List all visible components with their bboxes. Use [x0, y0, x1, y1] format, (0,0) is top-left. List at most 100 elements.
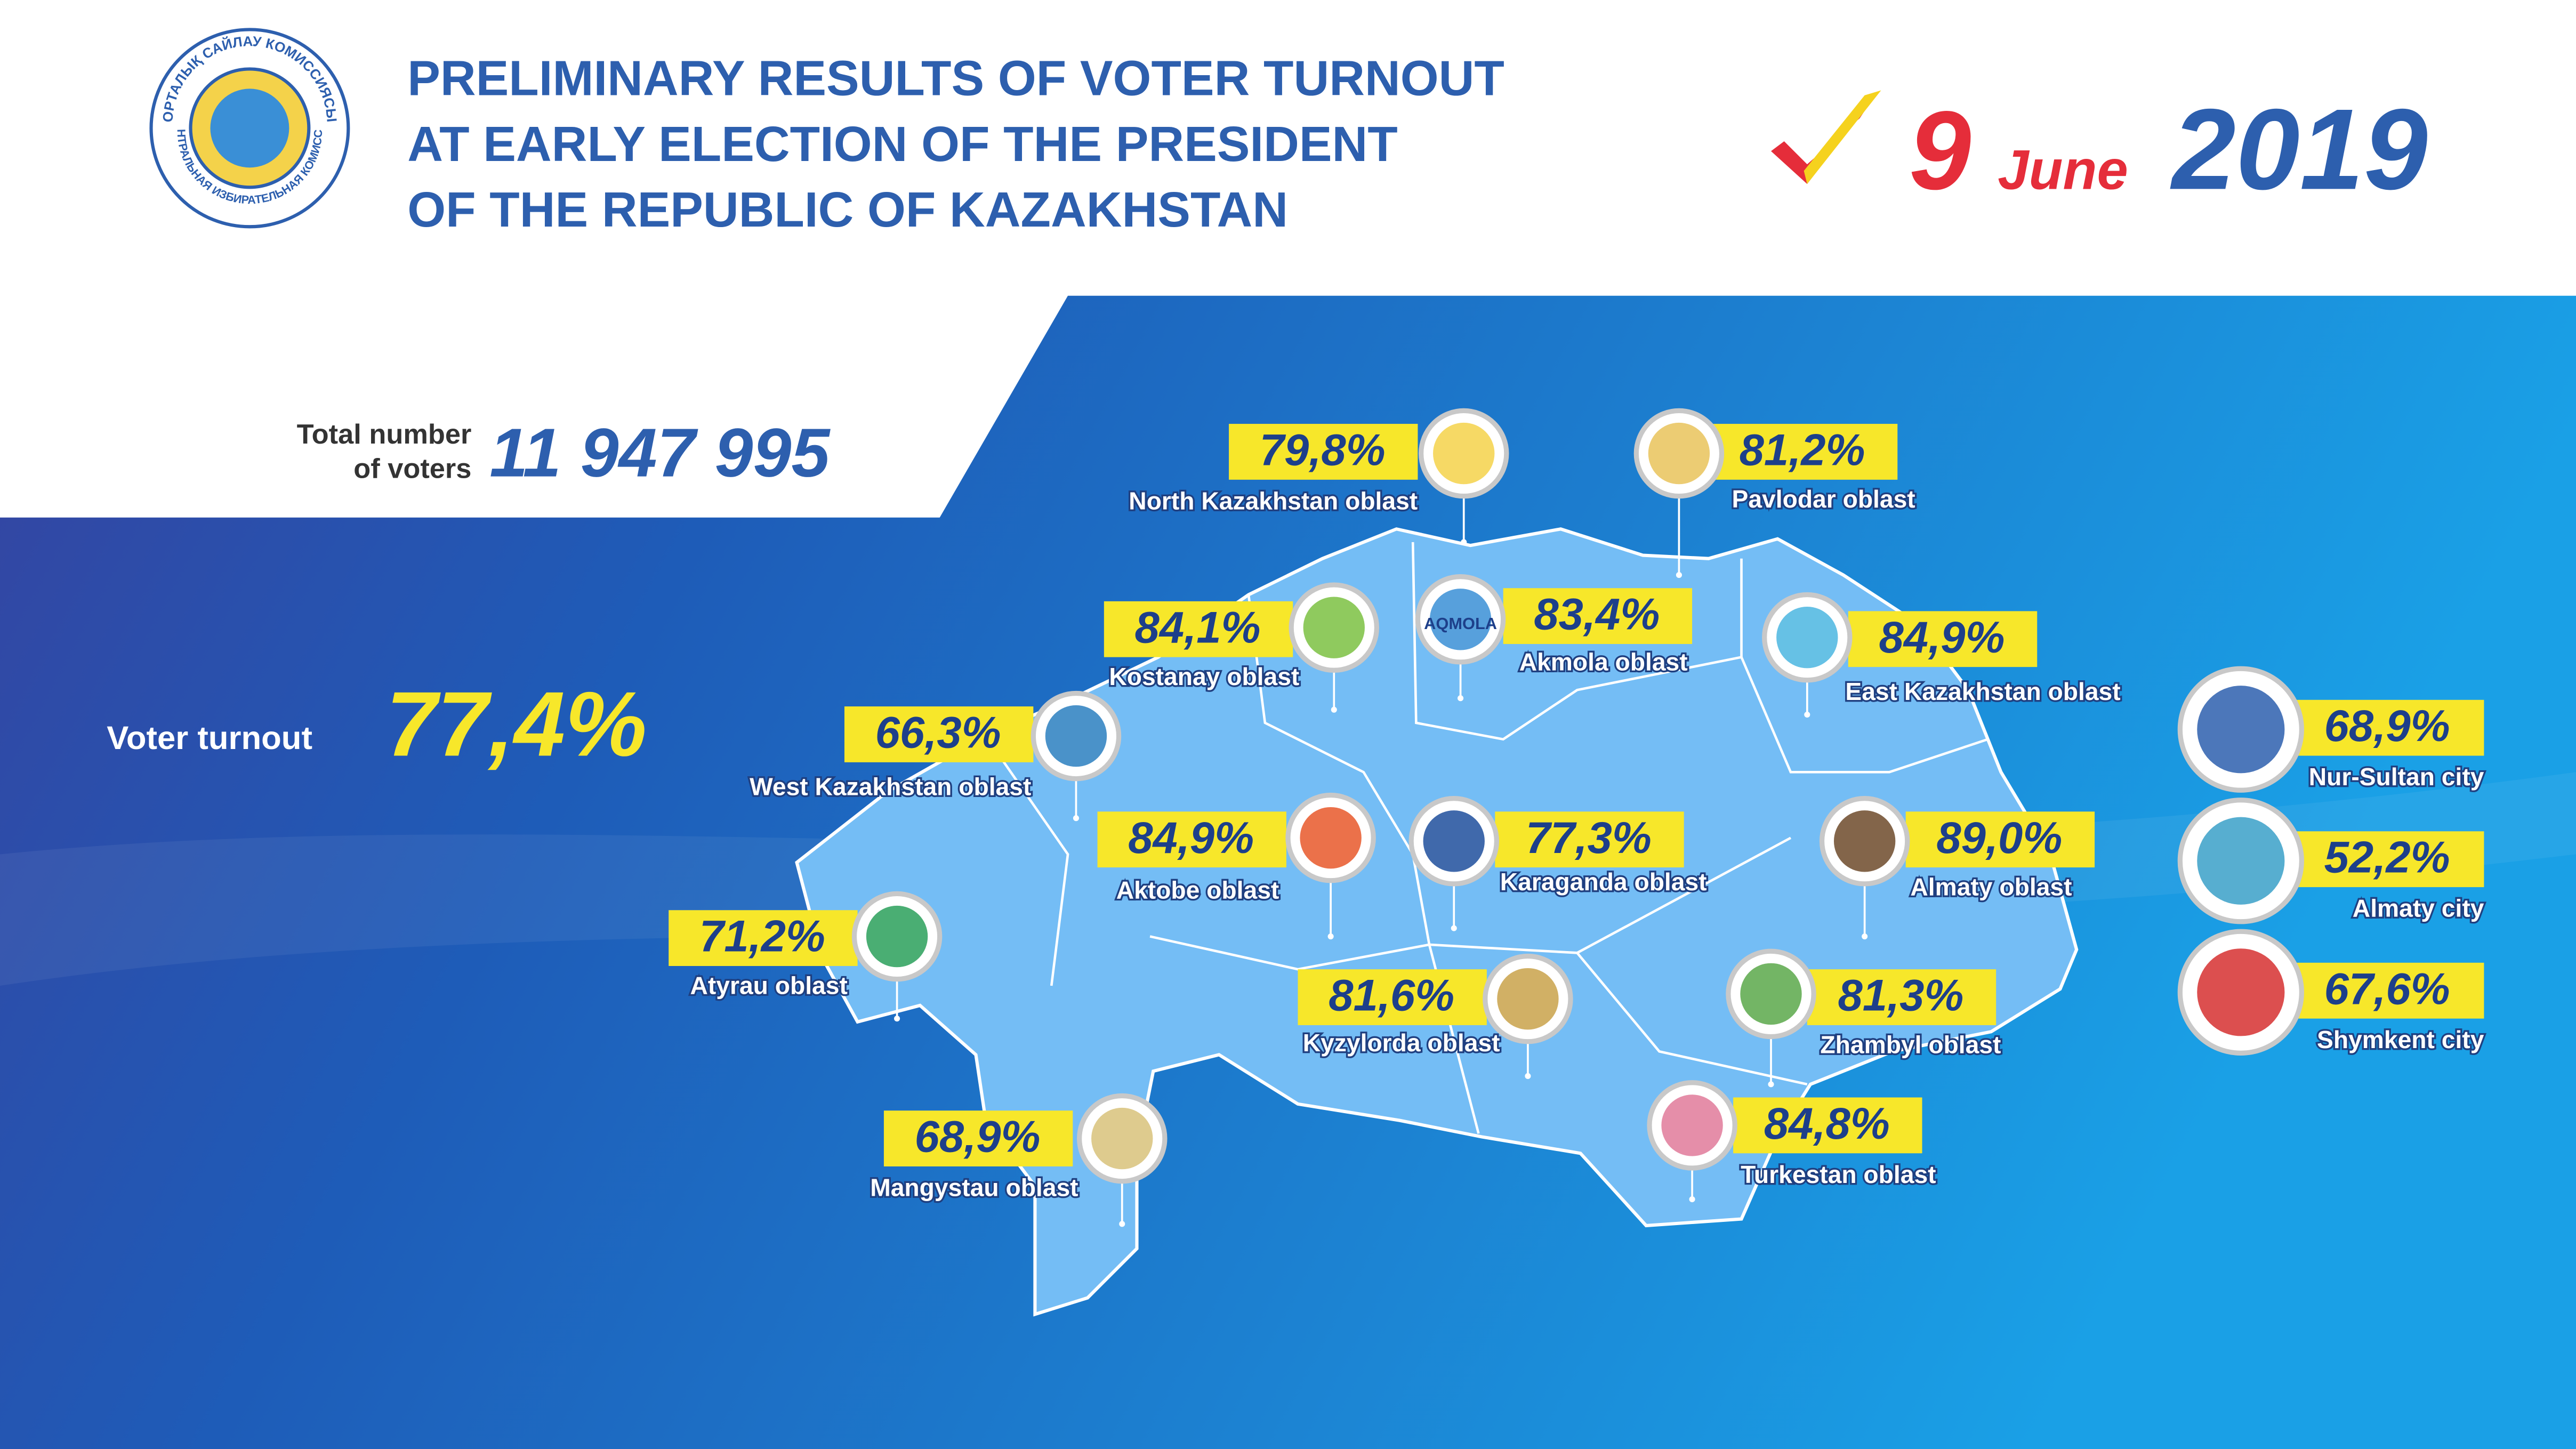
turnout-value: 52,2% — [2324, 833, 2450, 882]
voters-value: 11 947 995 — [489, 415, 831, 492]
turnout-value: 71,2% — [699, 912, 825, 961]
pointer-dot — [1862, 933, 1868, 940]
value-box — [1733, 1097, 1922, 1154]
emblem-text: AQMOLA — [1424, 614, 1497, 633]
title-line: OF THE REPUBLIC OF KAZAKHSTAN — [407, 182, 1288, 237]
pointer-dot — [1073, 815, 1080, 822]
value-box — [1503, 588, 1693, 644]
voters-label: of voters — [353, 454, 471, 485]
turnout-value: 84,9% — [1128, 813, 1254, 863]
emblem-inner — [2197, 948, 2285, 1036]
region-borders — [985, 542, 1989, 1134]
turnout-value: 84,9% — [1879, 613, 2005, 662]
turnout-value: 68,9% — [2324, 701, 2450, 751]
turnout-value: 84,8% — [1764, 1099, 1890, 1148]
pointer-dot — [1458, 695, 1464, 702]
emblem-inner — [1091, 1107, 1153, 1170]
region-name: Akmola oblast — [1519, 648, 1688, 675]
pointer-dot — [1689, 1196, 1695, 1203]
emblem-inner — [1740, 963, 1802, 1025]
value-box — [1495, 811, 1684, 868]
value-box — [1298, 969, 1487, 1025]
turnout-value: 77,3% — [1526, 813, 1652, 863]
emblem-inner — [866, 905, 928, 968]
emblem-inner — [1497, 968, 1559, 1030]
turnout-value: 83,4% — [1534, 590, 1660, 639]
value-box — [669, 910, 858, 966]
value-box — [1905, 811, 2095, 868]
emblem-inner — [1776, 606, 1838, 669]
region-name: Turkestan oblast — [1741, 1161, 1936, 1188]
value-box — [2291, 831, 2484, 888]
date-month: June — [1998, 139, 2128, 201]
city-name: Almaty city — [2353, 895, 2484, 922]
emblem-inner — [1429, 589, 1492, 650]
turnout-value: 68,9% — [915, 1112, 1041, 1162]
header-panel — [0, 0, 2576, 518]
value-box — [844, 706, 1034, 762]
emblem-inner — [1433, 422, 1495, 485]
emblem-inner — [2197, 686, 2285, 774]
date-day: 9 — [1909, 88, 1971, 213]
value-box — [883, 1110, 1073, 1166]
pointer-dot — [1327, 933, 1334, 940]
city-name: Shymkent city — [2317, 1026, 2484, 1053]
pointer-dot — [894, 1016, 900, 1022]
pointer-dot — [1525, 1073, 1531, 1080]
value-box — [1708, 424, 1898, 480]
region-name: West Kazakhstan oblast — [750, 773, 1031, 801]
turnout-value: 89,0% — [1936, 813, 2062, 863]
pointer-dot — [1331, 706, 1337, 713]
emblem-inner — [1648, 422, 1710, 485]
value-box — [1229, 424, 1418, 480]
pointer-dot — [1768, 1081, 1774, 1088]
emblem-inner — [1833, 810, 1896, 872]
emblem-inner — [2197, 817, 2285, 905]
turnout-value: 84,1% — [1135, 602, 1261, 652]
region-name: Zhambyl oblast — [1820, 1031, 2001, 1058]
value-box — [1104, 601, 1293, 657]
value-box — [1848, 611, 2038, 667]
pointer-dot — [1451, 925, 1457, 931]
emblem-inner — [1303, 597, 1365, 658]
value-box — [1097, 811, 1286, 868]
region-name: Mangystau oblast — [870, 1173, 1078, 1201]
voters-label: Total number — [297, 419, 472, 450]
turnout-label: Voter turnout — [107, 720, 312, 756]
region-name: Karaganda oblast — [1500, 868, 1707, 896]
region-name: Atyrau oblast — [690, 971, 848, 999]
region-name: Kyzylorda oblast — [1303, 1029, 1500, 1057]
turnout-value: 67,6% — [2324, 964, 2450, 1013]
region-name: Kostanay oblast — [1109, 663, 1299, 690]
check-mark — [1771, 90, 1881, 184]
emblem-inner — [1045, 705, 1107, 767]
city-name: Nur-Sultan city — [2309, 763, 2484, 791]
turnout-value: 77,4% — [386, 673, 647, 776]
emblem-inner — [1300, 807, 1362, 869]
value-box — [2291, 962, 2484, 1019]
value-box — [1807, 969, 1997, 1025]
region-name: Pavlodar oblast — [1732, 485, 1915, 513]
turnout-value: 81,3% — [1838, 971, 1964, 1020]
turnout-value: 81,2% — [1740, 425, 1865, 475]
emblem-inner — [1661, 1094, 1723, 1156]
value-box — [2291, 699, 2484, 756]
emblem-inner — [1423, 810, 1485, 872]
turnout-value: 81,6% — [1329, 971, 1454, 1020]
pointer-dot — [1119, 1221, 1125, 1227]
title-line: AT EARLY ELECTION OF THE PRESIDENT — [407, 116, 1398, 172]
pointer-dot — [1804, 711, 1810, 718]
region-name: North Kazakhstan oblast — [1129, 487, 1418, 514]
turnout-value: 79,8% — [1260, 425, 1386, 475]
region-name: Almaty oblast — [1910, 873, 2072, 900]
labels: 79,8% North Kazakhstan oblast 81,2% Pavloda… — [669, 408, 2486, 1227]
title-line: PRELIMINARY RESULTS OF VOTER TURNOUT — [407, 51, 1504, 106]
region-name: Aktobe oblast — [1116, 876, 1279, 904]
pointer-dot — [1461, 539, 1467, 545]
pointer-dot — [1676, 572, 1682, 578]
region-name: East Kazakhstan oblast — [1845, 678, 2120, 705]
turnout-value: 66,3% — [875, 708, 1001, 758]
date-year: 2019 — [2170, 85, 2428, 213]
